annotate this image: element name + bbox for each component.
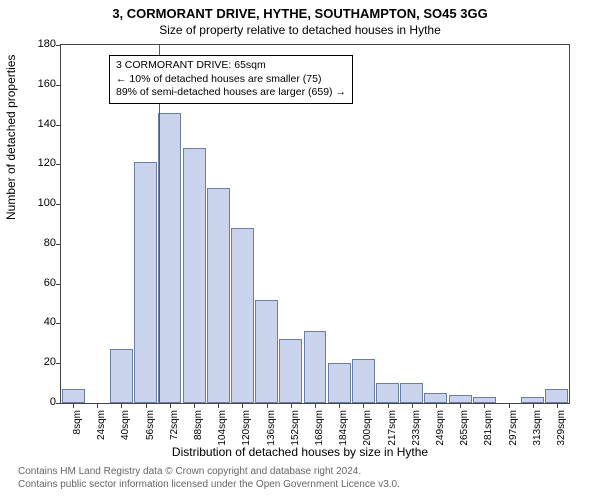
histogram-bar bbox=[449, 395, 472, 403]
x-tick-label: 297sqm bbox=[508, 410, 519, 450]
x-tick-label: 200sqm bbox=[362, 410, 373, 450]
x-tick-label: 72sqm bbox=[169, 410, 180, 450]
plot-area: 3 CORMORANT DRIVE: 65sqm← 10% of detache… bbox=[60, 44, 570, 404]
histogram-bar bbox=[110, 349, 133, 403]
footer-attribution: Contains HM Land Registry data © Crown c… bbox=[18, 466, 400, 491]
x-tick bbox=[533, 403, 534, 408]
histogram-bar bbox=[376, 383, 399, 403]
x-tick bbox=[121, 403, 122, 408]
y-tick bbox=[56, 45, 61, 46]
histogram-bar bbox=[545, 389, 568, 403]
x-tick bbox=[146, 403, 147, 408]
y-tick bbox=[56, 164, 61, 165]
y-tick-label: 120 bbox=[38, 157, 56, 169]
x-tick-label: 88sqm bbox=[193, 410, 204, 450]
histogram-bar bbox=[231, 228, 254, 403]
histogram-bar bbox=[207, 188, 230, 403]
annotation-line: 3 CORMORANT DRIVE: 65sqm bbox=[116, 59, 346, 73]
chart-container: 3, CORMORANT DRIVE, HYTHE, SOUTHAMPTON, … bbox=[0, 0, 600, 500]
x-tick bbox=[460, 403, 461, 408]
x-tick bbox=[436, 403, 437, 408]
x-tick bbox=[218, 403, 219, 408]
histogram-bar bbox=[255, 300, 278, 403]
histogram-bar bbox=[134, 162, 157, 403]
y-tick-label: 60 bbox=[44, 277, 56, 289]
footer-line-1: Contains HM Land Registry data © Crown c… bbox=[18, 466, 400, 479]
chart-title-main: 3, CORMORANT DRIVE, HYTHE, SOUTHAMPTON, … bbox=[0, 0, 600, 21]
footer-line-2: Contains public sector information licen… bbox=[18, 479, 400, 492]
y-tick bbox=[56, 363, 61, 364]
y-tick-label: 80 bbox=[44, 237, 56, 249]
x-tick-label: 168sqm bbox=[314, 410, 325, 450]
y-tick-label: 0 bbox=[50, 396, 56, 408]
x-tick-label: 104sqm bbox=[217, 410, 228, 450]
histogram-bar bbox=[352, 359, 375, 403]
x-tick bbox=[242, 403, 243, 408]
y-tick-label: 100 bbox=[38, 197, 56, 209]
x-tick bbox=[388, 403, 389, 408]
x-tick-label: 249sqm bbox=[435, 410, 446, 450]
x-tick-label: 313sqm bbox=[532, 410, 543, 450]
x-tick-label: 233sqm bbox=[411, 410, 422, 450]
chart-title-sub: Size of property relative to detached ho… bbox=[0, 21, 600, 37]
y-tick bbox=[56, 323, 61, 324]
x-tick bbox=[557, 403, 558, 408]
histogram-bar bbox=[62, 389, 85, 403]
y-tick bbox=[56, 125, 61, 126]
histogram-bar bbox=[400, 383, 423, 403]
y-tick bbox=[56, 85, 61, 86]
histogram-bar bbox=[304, 331, 327, 403]
x-tick-label: 184sqm bbox=[338, 410, 349, 450]
x-tick-label: 56sqm bbox=[145, 410, 156, 450]
y-tick bbox=[56, 244, 61, 245]
x-tick-label: 217sqm bbox=[387, 410, 398, 450]
x-tick bbox=[267, 403, 268, 408]
x-tick-label: 329sqm bbox=[556, 410, 567, 450]
x-tick-label: 120sqm bbox=[241, 410, 252, 450]
x-tick-label: 24sqm bbox=[96, 410, 107, 450]
histogram-bar bbox=[424, 393, 447, 403]
y-tick-label: 160 bbox=[38, 78, 56, 90]
x-tick bbox=[363, 403, 364, 408]
y-tick-label: 20 bbox=[44, 356, 56, 368]
x-tick bbox=[339, 403, 340, 408]
y-tick bbox=[56, 284, 61, 285]
x-tick-label: 152sqm bbox=[290, 410, 301, 450]
annotation-line: 89% of semi-detached houses are larger (… bbox=[116, 86, 346, 100]
x-tick-label: 8sqm bbox=[72, 410, 83, 450]
histogram-bar bbox=[279, 339, 302, 403]
x-tick bbox=[484, 403, 485, 408]
x-tick bbox=[315, 403, 316, 408]
y-tick-label: 40 bbox=[44, 316, 56, 328]
histogram-bar bbox=[158, 113, 181, 403]
x-tick bbox=[194, 403, 195, 408]
x-tick bbox=[412, 403, 413, 408]
y-tick-label: 180 bbox=[38, 38, 56, 50]
x-tick bbox=[97, 403, 98, 408]
y-tick bbox=[56, 204, 61, 205]
x-tick-label: 281sqm bbox=[483, 410, 494, 450]
x-tick-label: 265sqm bbox=[459, 410, 470, 450]
x-tick bbox=[73, 403, 74, 408]
x-tick bbox=[509, 403, 510, 408]
x-tick-label: 136sqm bbox=[266, 410, 277, 450]
annotation-box: 3 CORMORANT DRIVE: 65sqm← 10% of detache… bbox=[109, 55, 353, 104]
histogram-bar bbox=[328, 363, 351, 403]
annotation-line: ← 10% of detached houses are smaller (75… bbox=[116, 73, 346, 87]
y-axis-label: Number of detached properties bbox=[4, 55, 18, 220]
y-tick-label: 140 bbox=[38, 118, 56, 130]
x-tick-label: 40sqm bbox=[120, 410, 131, 450]
x-tick bbox=[170, 403, 171, 408]
x-tick bbox=[291, 403, 292, 408]
histogram-bar bbox=[183, 148, 206, 403]
y-tick bbox=[56, 403, 61, 404]
